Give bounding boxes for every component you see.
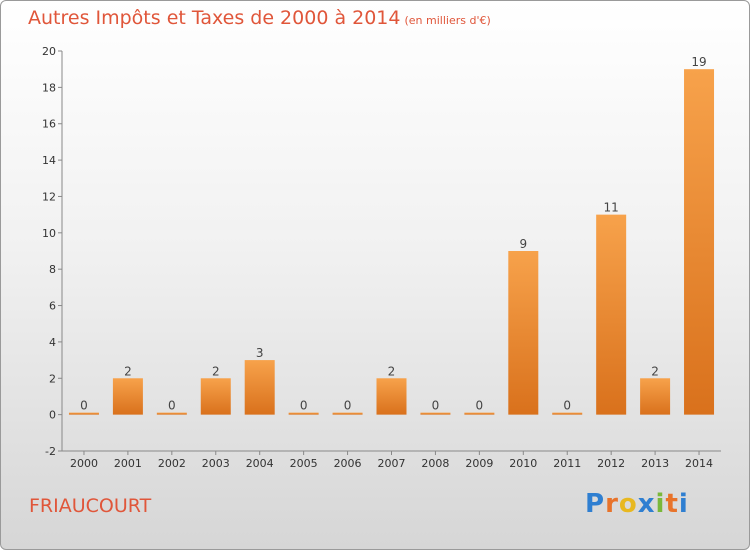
- chart-unit: (en milliers d'€): [404, 14, 491, 27]
- bar-2012: [596, 214, 627, 415]
- chart-title: Autres Impôts et Taxes de 2000 à 2014 (en…: [28, 7, 491, 29]
- bar-2009: [464, 412, 495, 415]
- y-tick-label: 14: [42, 154, 56, 167]
- value-label-2003: 2: [212, 364, 220, 378]
- bar-2011: [552, 412, 583, 415]
- bar-2000: [68, 412, 99, 415]
- x-tick-label-2009: 2009: [465, 457, 493, 470]
- value-label-2012: 11: [604, 201, 619, 215]
- y-tick-label: 12: [42, 190, 56, 203]
- chart-labels: 0200022001020022200332004020050200622007…: [70, 55, 713, 470]
- x-tick-label-2012: 2012: [597, 457, 625, 470]
- y-tick-label: 10: [42, 227, 56, 240]
- bar-2004: [244, 360, 275, 415]
- logo-letter: o: [618, 489, 638, 519]
- bar-2005: [288, 412, 319, 415]
- value-label-2000: 0: [80, 399, 88, 413]
- commune-name: FRIAUCOURT: [29, 495, 152, 517]
- x-tick-label-2005: 2005: [290, 457, 318, 470]
- value-label-2013: 2: [651, 364, 659, 378]
- y-tick-label: 18: [42, 81, 56, 94]
- value-label-2004: 3: [256, 346, 264, 360]
- logo-letter: P: [585, 489, 606, 519]
- chart-bars: [68, 69, 715, 415]
- value-label-2002: 0: [168, 399, 176, 413]
- x-tick-label-2006: 2006: [334, 457, 362, 470]
- value-label-2009: 0: [476, 399, 484, 413]
- x-tick-label-2010: 2010: [509, 457, 537, 470]
- bar-2008: [420, 412, 451, 415]
- logo-letter: r: [605, 489, 619, 519]
- y-tick-label: 16: [42, 118, 56, 131]
- x-tick-label-2013: 2013: [641, 457, 669, 470]
- x-tick-label-2014: 2014: [685, 457, 713, 470]
- x-tick-label-2007: 2007: [378, 457, 406, 470]
- value-label-2014: 19: [691, 55, 706, 69]
- y-tick-label: 8: [49, 263, 56, 276]
- x-tick-label-2004: 2004: [246, 457, 274, 470]
- logo-letter: t: [665, 489, 679, 519]
- logo-letter: x: [637, 489, 656, 519]
- bar-2013: [640, 378, 671, 415]
- bar-2006: [332, 412, 363, 415]
- x-tick-label-2008: 2008: [421, 457, 449, 470]
- x-tick-label-2002: 2002: [158, 457, 186, 470]
- y-tick-label: 20: [42, 45, 56, 58]
- bar-2007: [376, 378, 407, 415]
- value-label-2005: 0: [300, 399, 308, 413]
- y-tick-label: 6: [49, 300, 56, 313]
- value-label-2010: 9: [519, 237, 527, 251]
- value-label-2011: 0: [563, 399, 571, 413]
- y-tick-label: 4: [49, 336, 56, 349]
- x-tick-label-2003: 2003: [202, 457, 230, 470]
- value-label-2008: 0: [432, 399, 440, 413]
- y-tick-label: 2: [49, 372, 56, 385]
- bar-2002: [156, 412, 187, 415]
- value-label-2001: 2: [124, 364, 132, 378]
- bar-2001: [112, 378, 143, 415]
- bar-2014: [684, 69, 715, 415]
- chart-title-text: Autres Impôts et Taxes de 2000 à 2014: [28, 7, 401, 29]
- x-tick-label-2000: 2000: [70, 457, 98, 470]
- y-tick-label: -2: [45, 445, 56, 458]
- x-tick-label-2001: 2001: [114, 457, 142, 470]
- logo-letter: i: [655, 489, 666, 519]
- logo-letter: i: [678, 489, 689, 519]
- x-tick-label-2011: 2011: [553, 457, 581, 470]
- value-label-2007: 2: [388, 364, 396, 378]
- value-label-2006: 0: [344, 399, 352, 413]
- y-tick-label: 0: [49, 409, 56, 422]
- bar-2010: [508, 251, 539, 415]
- proxiti-logo: Proxiti: [585, 489, 689, 519]
- bar-2003: [200, 378, 231, 415]
